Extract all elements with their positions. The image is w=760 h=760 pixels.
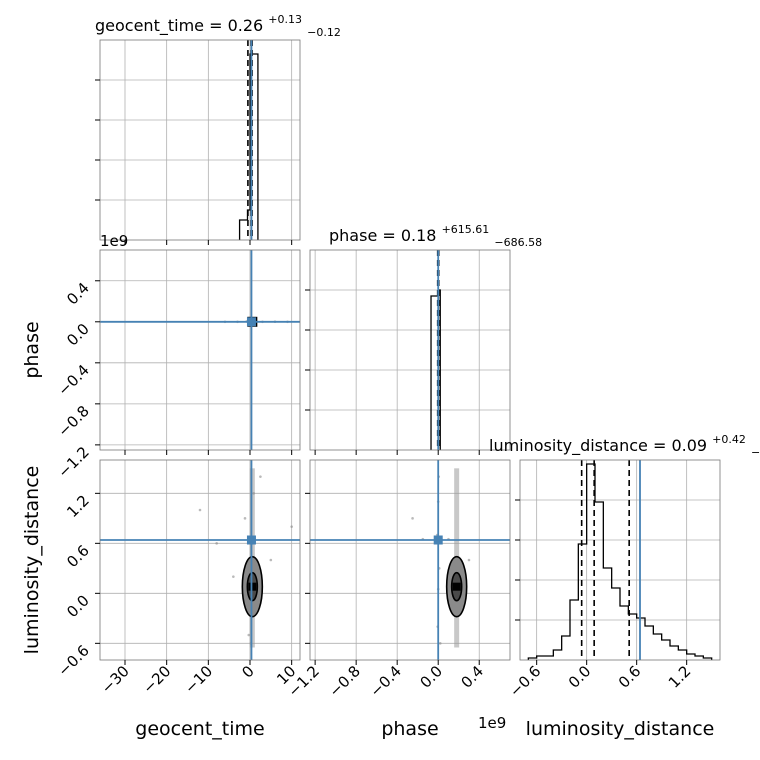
y-tick-label-phase: −0.8 bbox=[54, 402, 92, 440]
title-phase-minus: −686.58 bbox=[494, 236, 542, 249]
title-phase: phase = 0.18 +615.61 −686.58 bbox=[329, 218, 542, 249]
panel-luminosity_distance-geocent_time-content bbox=[100, 460, 300, 660]
panel-frame bbox=[519, 459, 721, 661]
sample-point bbox=[438, 642, 442, 645]
sample-point bbox=[467, 558, 471, 562]
panel-luminosity_distance-luminosity_distance-content bbox=[520, 460, 720, 660]
title-geocent-time-minus: −0.12 bbox=[307, 26, 341, 39]
x-tick-label-phase: −0.8 bbox=[325, 662, 363, 700]
x-tick-label-luminosity_distance: −0.6 bbox=[506, 662, 544, 700]
sample-point bbox=[411, 517, 414, 520]
histogram-luminosity_distance bbox=[527, 463, 713, 660]
panel-phase-phase-content bbox=[310, 250, 510, 450]
y-tick-label-luminosity_distance: 0.6 bbox=[63, 541, 93, 571]
title-geocent-time-text: geocent_time = 0.26 bbox=[95, 16, 263, 36]
sample-point bbox=[269, 558, 273, 562]
x-tick-label-phase: 0.4 bbox=[457, 662, 487, 692]
y-tick-label-phase: −1.2 bbox=[54, 443, 92, 481]
offset-label-phase-y: 1e9 bbox=[100, 232, 128, 250]
truth-marker bbox=[246, 535, 256, 545]
x-tick-label-geocent_time: −10 bbox=[181, 662, 216, 697]
x-tick-label-phase: −0.4 bbox=[367, 662, 405, 700]
y-tick-label-luminosity_distance: 0.0 bbox=[63, 591, 93, 621]
x-tick-label-luminosity_distance: 0.0 bbox=[565, 662, 595, 692]
sample-point bbox=[243, 517, 247, 520]
y-tick-label-phase: 0.0 bbox=[63, 320, 93, 350]
panel-frame bbox=[99, 459, 301, 661]
sample-point bbox=[232, 575, 235, 578]
sample-point bbox=[247, 633, 251, 637]
panel-frame bbox=[99, 39, 301, 241]
x-tick-label-geocent_time: −20 bbox=[139, 662, 174, 697]
x-tick-label-phase: 0.0 bbox=[416, 662, 446, 692]
ylabel-phase: phase bbox=[21, 321, 43, 378]
y-tick-label-phase: 0.4 bbox=[63, 279, 93, 309]
xlabel-luminosity-distance: luminosity_distance bbox=[526, 718, 715, 740]
sample-point bbox=[259, 475, 262, 478]
sample-point bbox=[215, 542, 218, 545]
title-phase-plus: +615.61 bbox=[442, 223, 490, 236]
x-tick-label-geocent_time: 0 bbox=[238, 662, 257, 681]
x-tick-label-geocent_time: −30 bbox=[98, 662, 133, 697]
offset-label-phase-x: 1e9 bbox=[478, 714, 506, 732]
panel-frame bbox=[309, 249, 511, 451]
sample-point bbox=[290, 525, 293, 528]
truth-marker bbox=[246, 317, 256, 327]
panel-frame bbox=[309, 459, 511, 661]
x-tick-label-luminosity_distance: 0.6 bbox=[615, 662, 645, 692]
sample-point bbox=[198, 508, 202, 512]
title-luminosity-distance-minus: −0.15 bbox=[751, 446, 760, 459]
truth-marker bbox=[433, 535, 443, 545]
density-peak bbox=[452, 582, 461, 591]
title-luminosity-distance-text: luminosity_distance = 0.09 bbox=[489, 436, 707, 456]
title-luminosity-distance: luminosity_distance = 0.09 +0.42 −0.15 bbox=[489, 428, 760, 459]
panel-geocent_time-geocent_time-content bbox=[100, 40, 300, 240]
title-phase-text: phase = 0.18 bbox=[329, 226, 436, 245]
title-geocent-time-plus: +0.13 bbox=[268, 13, 302, 26]
y-tick-label-phase: −0.4 bbox=[54, 361, 92, 399]
y-tick-label-luminosity_distance: 1.2 bbox=[63, 491, 93, 521]
panel-frame bbox=[99, 249, 301, 451]
x-tick-label-luminosity_distance: 1.2 bbox=[665, 662, 695, 692]
corner-panels: −30 −20 −10 0 10−1.2 −0.8 −0.4 0.0 0.4 −0.6 0.0 0.6… bbox=[54, 39, 721, 701]
panel-luminosity_distance-phase-content bbox=[310, 460, 510, 660]
y-tick-label-luminosity_distance: −0.6 bbox=[54, 641, 92, 679]
title-geocent-time: geocent_time = 0.26 +0.13 −0.12 bbox=[95, 8, 341, 39]
panel-phase-geocent_time-content bbox=[100, 250, 300, 450]
histogram-geocent_time bbox=[238, 53, 259, 240]
title-luminosity-distance-plus: +0.42 bbox=[712, 433, 746, 446]
xlabel-phase: phase bbox=[381, 718, 438, 740]
xlabel-geocent-time: geocent_time bbox=[135, 718, 264, 740]
ylabel-luminosity-distance: luminosity_distance bbox=[21, 466, 43, 655]
